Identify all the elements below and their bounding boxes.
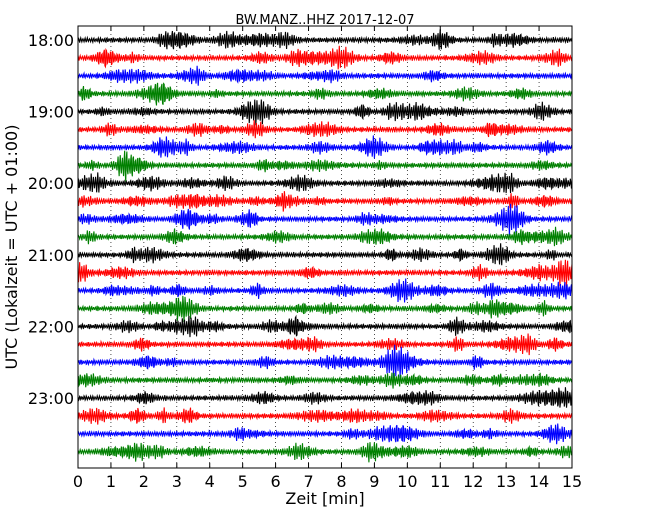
plot-frame bbox=[77, 25, 573, 469]
y-axis-label: UTC (Lokalzeit = UTC + 01:00) bbox=[2, 125, 21, 370]
trace-line bbox=[77, 99, 573, 126]
trace-line bbox=[77, 226, 573, 247]
trace-line bbox=[77, 65, 573, 86]
trace-line bbox=[77, 295, 573, 323]
x-tick-label: 14 bbox=[529, 472, 549, 491]
x-tick-label: 12 bbox=[463, 472, 483, 491]
x-tick-label: 2 bbox=[139, 472, 149, 491]
x-axis-ticks: 0 1 2 3 4 5 6 7 8 9 10 11 12 13 14 15 bbox=[73, 26, 582, 491]
trace-line bbox=[77, 120, 573, 139]
trace-line bbox=[77, 407, 573, 425]
x-tick-label: 5 bbox=[238, 472, 248, 491]
trace-line bbox=[77, 387, 573, 408]
y-axis-ticks: 18:00 19:00 20:00 21:00 22:00 23:00 bbox=[28, 31, 572, 408]
trace-line bbox=[77, 314, 573, 338]
x-tick-label: 10 bbox=[397, 472, 417, 491]
trace-line bbox=[77, 135, 573, 159]
x-tick-label: 1 bbox=[106, 472, 116, 491]
trace-line bbox=[77, 344, 573, 379]
trace-line bbox=[77, 372, 573, 389]
y-tick-label: 23:00 bbox=[28, 389, 74, 408]
x-tick-label: 8 bbox=[336, 472, 346, 491]
trace-line bbox=[77, 82, 573, 106]
chart-title: BW.MANZ..HHZ 2017-12-07 bbox=[235, 13, 414, 28]
trace-line bbox=[77, 150, 573, 183]
x-axis-label: Zeit [min] bbox=[285, 489, 364, 508]
trace-line bbox=[77, 259, 573, 287]
trace-line bbox=[77, 172, 573, 194]
trace-line bbox=[77, 442, 573, 463]
y-tick-label: 20:00 bbox=[28, 174, 74, 193]
trace-line bbox=[77, 423, 573, 445]
trace-line bbox=[77, 45, 573, 70]
x-tick-label: 7 bbox=[303, 472, 313, 491]
x-tick-label: 3 bbox=[172, 472, 182, 491]
trace-line bbox=[77, 333, 573, 356]
x-gridlines bbox=[110, 26, 540, 468]
x-tick-label: 0 bbox=[73, 472, 83, 491]
x-tick-label: 4 bbox=[205, 472, 215, 491]
trace-line bbox=[77, 278, 573, 303]
trace-line bbox=[77, 243, 573, 266]
y-tick-label: 21:00 bbox=[28, 246, 74, 265]
trace-line bbox=[77, 191, 573, 212]
x-tick-label: 13 bbox=[496, 472, 516, 491]
x-tick-label: 11 bbox=[430, 472, 450, 491]
y-tick-label: 19:00 bbox=[28, 103, 74, 122]
trace-line bbox=[77, 203, 573, 236]
trace-line bbox=[77, 29, 573, 50]
x-tick-label: 9 bbox=[369, 472, 379, 491]
trace-group bbox=[77, 29, 573, 463]
y-tick-label: 22:00 bbox=[28, 317, 74, 336]
y-tick-label: 18:00 bbox=[28, 31, 74, 50]
x-tick-label: 6 bbox=[271, 472, 281, 491]
x-tick-label: 15 bbox=[562, 472, 582, 491]
